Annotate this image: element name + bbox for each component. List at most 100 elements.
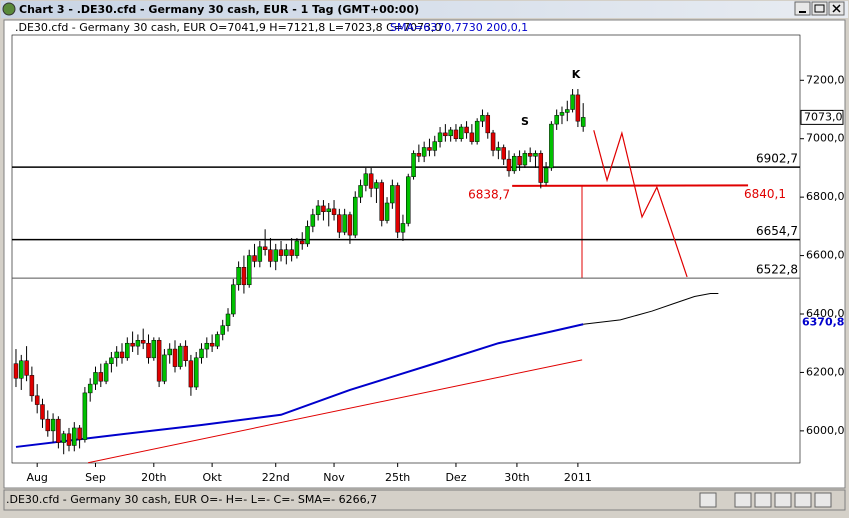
candle-body xyxy=(83,393,87,440)
candle-body xyxy=(268,250,272,262)
candle-body xyxy=(311,215,315,227)
candle-body xyxy=(359,185,363,197)
candle-body xyxy=(470,133,474,142)
x-tick-label: Sep xyxy=(85,471,106,484)
y-tick-label: 6200,0 xyxy=(806,365,845,378)
candle-body xyxy=(518,156,522,165)
candle-body xyxy=(571,95,575,110)
candle-body xyxy=(396,185,400,232)
red-level-label: 6838,7 xyxy=(468,187,510,201)
candle-body xyxy=(237,267,241,285)
zoom-out[interactable] xyxy=(775,493,791,507)
candle-body xyxy=(480,115,484,121)
candle-body xyxy=(502,147,506,159)
candle-body xyxy=(194,358,198,387)
candle-body xyxy=(200,349,204,358)
app-icon xyxy=(3,3,15,15)
candle-body xyxy=(507,159,511,171)
candle-body xyxy=(30,375,34,395)
indicator-label: SMA=6370,7730 200,0,1 xyxy=(390,21,528,34)
annotation: S xyxy=(521,115,529,128)
candle-body xyxy=(215,334,219,346)
candle-body xyxy=(109,358,113,364)
candle-body xyxy=(449,130,453,136)
candle-body xyxy=(258,247,262,262)
candle-body xyxy=(147,343,151,358)
candle-body xyxy=(417,153,421,156)
window-buttons[interactable] xyxy=(795,2,844,15)
candle-body xyxy=(210,343,214,346)
candle-body xyxy=(226,314,230,326)
scroll-end[interactable] xyxy=(815,493,831,507)
candle-body xyxy=(184,346,188,361)
candle-body xyxy=(189,361,193,387)
candle-body xyxy=(491,133,495,151)
candle-body xyxy=(369,174,373,189)
candle-body xyxy=(62,434,66,443)
candle-body xyxy=(56,419,60,442)
candle-body xyxy=(279,250,283,256)
scroll-right[interactable] xyxy=(755,493,771,507)
candle-body xyxy=(427,147,431,150)
sma-last-label: 6370,8 xyxy=(802,316,844,329)
candle-body xyxy=(157,340,161,381)
candle-body xyxy=(93,372,97,384)
annotation: K xyxy=(572,68,581,81)
candle-body xyxy=(321,206,325,212)
candle-body xyxy=(173,349,177,367)
candle-body xyxy=(295,241,299,256)
candle-body xyxy=(544,168,548,183)
candle-body xyxy=(162,355,166,381)
x-tick-label: Dez xyxy=(445,471,466,484)
level-label: 6654,7 xyxy=(756,224,798,238)
candle-body xyxy=(374,183,378,189)
candle-body xyxy=(390,185,394,203)
candle-body xyxy=(72,428,76,446)
candle-body xyxy=(221,326,225,335)
minimize-button[interactable] xyxy=(795,2,810,15)
candle-body xyxy=(19,361,23,379)
candle-body xyxy=(528,153,532,156)
candle-body xyxy=(581,117,585,126)
candle-body xyxy=(152,340,156,358)
zoom-in[interactable] xyxy=(795,493,811,507)
candle-body xyxy=(512,156,516,171)
x-tick-label: 22nd xyxy=(262,471,290,484)
scroll-box[interactable] xyxy=(735,493,751,507)
candle-body xyxy=(104,364,108,382)
candle-body xyxy=(327,209,331,212)
candle-body xyxy=(231,285,235,314)
y-tick-label: 6600,0 xyxy=(806,249,845,262)
candle-body xyxy=(523,153,527,165)
candle-body xyxy=(284,250,288,256)
candle-body xyxy=(422,147,426,156)
candle-body xyxy=(533,153,537,156)
candle-body xyxy=(555,115,559,124)
candle-body xyxy=(78,428,82,440)
scroll-left[interactable] xyxy=(700,493,716,507)
candle-body xyxy=(274,250,278,262)
x-tick-label: 20th xyxy=(141,471,166,484)
candle-body xyxy=(253,256,257,262)
candle-body xyxy=(247,256,251,285)
candle-body xyxy=(539,153,543,182)
candle-body xyxy=(263,247,267,250)
chart-header: .DE30.cfd - Germany 30 cash, EUR O=7041,… xyxy=(15,21,442,34)
candle-body xyxy=(438,133,442,142)
maximize-button[interactable] xyxy=(812,2,827,15)
x-tick-label: Aug xyxy=(26,471,47,484)
candle-body xyxy=(343,215,347,233)
candle-body xyxy=(120,352,124,358)
candle-body xyxy=(465,127,469,133)
candle-body xyxy=(364,174,368,186)
candle-body xyxy=(136,340,140,346)
candle-body xyxy=(125,343,129,358)
y-tick-label: 6800,0 xyxy=(806,190,845,203)
candle-body xyxy=(51,419,55,431)
y-tick-label: 6000,0 xyxy=(806,424,845,437)
candle-body xyxy=(412,153,416,176)
candle-body xyxy=(406,177,410,224)
candle-body xyxy=(14,364,18,379)
candle-body xyxy=(141,340,145,343)
last-price-label: 7073,0 xyxy=(804,110,843,123)
